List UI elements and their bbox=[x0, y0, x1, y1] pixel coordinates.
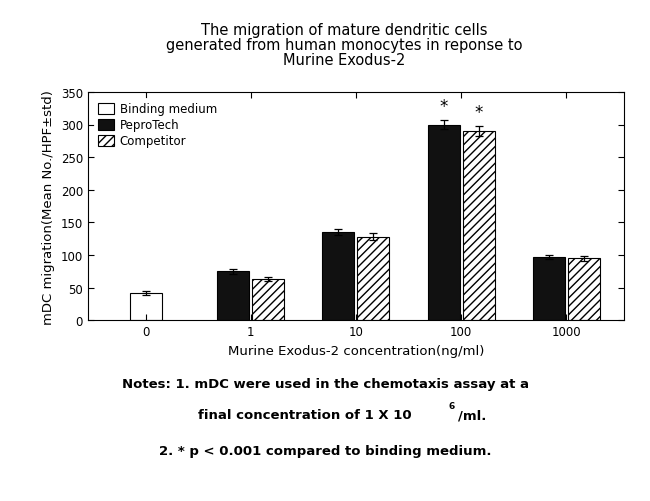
Text: Notes: 1. mDC were used in the chemotaxis assay at a: Notes: 1. mDC were used in the chemotaxi… bbox=[122, 377, 528, 390]
Bar bbox=[533, 258, 565, 321]
Text: generated from human monocytes in reponse to: generated from human monocytes in repons… bbox=[166, 38, 523, 53]
Bar bbox=[322, 232, 354, 321]
Legend: Binding medium, PeproTech, Competitor: Binding medium, PeproTech, Competitor bbox=[94, 99, 222, 153]
Text: 6: 6 bbox=[448, 401, 455, 410]
Bar bbox=[252, 280, 284, 321]
Y-axis label: mDC migration(Mean No./HPF±std): mDC migration(Mean No./HPF±std) bbox=[42, 90, 55, 324]
Bar bbox=[567, 259, 600, 321]
Bar bbox=[428, 125, 460, 321]
Text: final concentration of 1 X 10: final concentration of 1 X 10 bbox=[198, 408, 412, 421]
Text: *: * bbox=[439, 98, 448, 115]
Text: The migration of mature dendritic cells: The migration of mature dendritic cells bbox=[202, 23, 488, 38]
Bar bbox=[129, 293, 162, 321]
X-axis label: Murine Exodus-2 concentration(ng/ml): Murine Exodus-2 concentration(ng/ml) bbox=[227, 344, 484, 357]
Bar bbox=[463, 132, 495, 321]
Text: *: * bbox=[474, 104, 483, 122]
Text: /ml.: /ml. bbox=[458, 408, 487, 421]
Text: 2. * p < 0.001 compared to binding medium.: 2. * p < 0.001 compared to binding mediu… bbox=[159, 444, 491, 457]
Text: Murine Exodus-2: Murine Exodus-2 bbox=[283, 53, 406, 68]
Bar bbox=[358, 237, 389, 321]
Bar bbox=[217, 272, 249, 321]
